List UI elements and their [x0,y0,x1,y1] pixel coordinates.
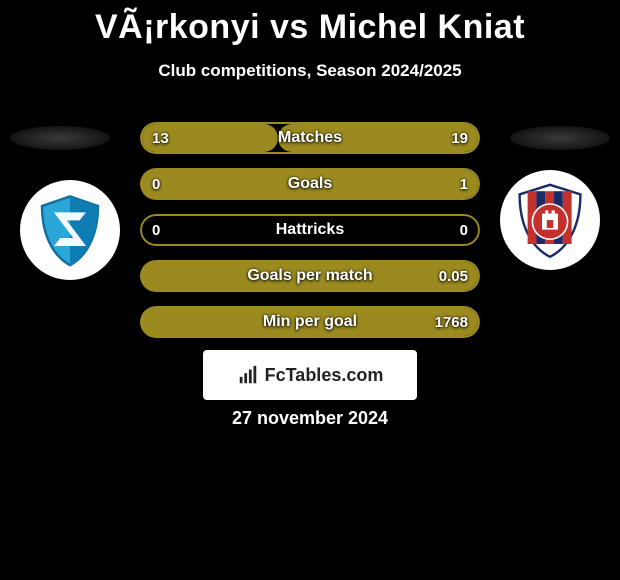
stat-track [140,214,480,246]
stat-fill-right [278,124,478,152]
stat-row: Matches1319 [140,122,480,154]
zte-badge-icon [30,190,110,270]
stat-row: Goals per match0.05 [140,260,480,292]
stat-row: Min per goal1768 [140,306,480,338]
page-title: VÃ¡rkonyi vs Michel Kniat [0,0,620,47]
team-badge-left [20,180,120,280]
stat-fill-left [142,124,278,152]
fctables-logo: FcTables.com [203,350,417,400]
badge-shadow-left [10,126,110,150]
team-badge-right [500,170,600,270]
chart-icon [237,364,259,386]
stat-row: Hattricks00 [140,214,480,246]
logo-text: FcTables.com [265,365,384,386]
stat-fill-right [140,262,478,290]
date-text: 27 november 2024 [0,408,620,429]
badge-shadow-right [510,126,610,150]
subtitle: Club competitions, Season 2024/2025 [0,61,620,81]
stats-bars: Matches1319 Goals01 Hattricks00 Goals per m… [140,122,480,352]
stat-fill-right [140,308,478,336]
stat-row: Goals01 [140,168,480,200]
videoton-badge-icon [510,180,590,260]
stat-fill-right [140,170,478,198]
